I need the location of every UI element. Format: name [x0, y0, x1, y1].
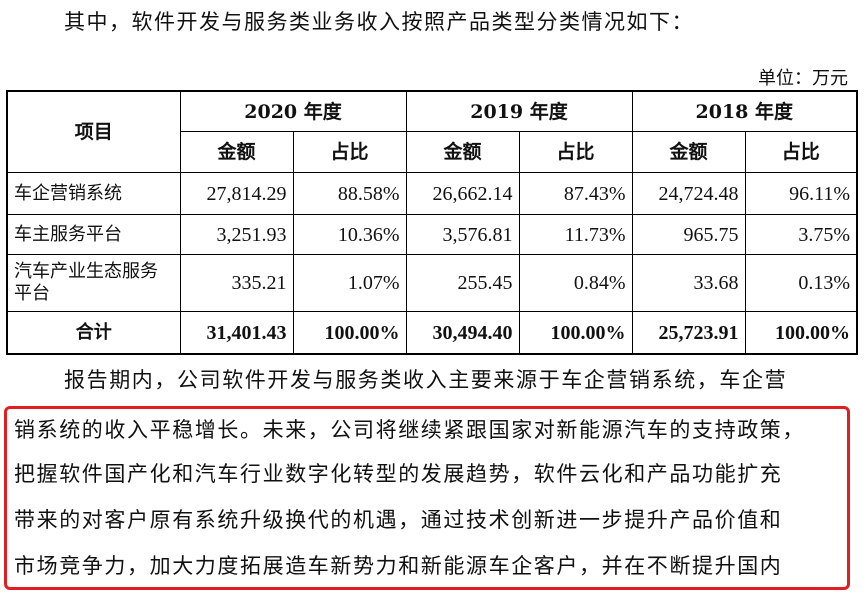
year-header: 2020 年度 [179, 90, 407, 132]
amount-cell: 255.45 [405, 254, 520, 312]
amount-cell: 26,662.14 [405, 172, 520, 215]
amount-cell: 33.68 [631, 254, 746, 312]
ratio-header: 占比 [744, 131, 858, 173]
amount-header: 金额 [631, 131, 746, 173]
ratio-header: 占比 [292, 131, 407, 173]
amount-cell: 965.75 [631, 214, 746, 255]
item-header: 项目 [6, 90, 181, 173]
paragraph-line: 市场竞争力，加大力度拓展造车新势力和新能源车企客户，并在不断提升国内 [14, 554, 783, 578]
ratio-cell: 1.07% [292, 254, 407, 312]
ratio-cell: 100.00% [292, 311, 407, 355]
unit-label: 单位：万元 [758, 68, 848, 89]
ratio-cell: 88.58% [292, 172, 407, 215]
row-label: 车主服务平台 [6, 214, 181, 255]
paragraph-line: 把握软件国产化和汽车行业数字化转型的发展趋势，软件云化和产品功能扩充 [14, 462, 783, 486]
ratio-cell: 0.84% [518, 254, 633, 312]
year-header: 2018 年度 [631, 90, 858, 132]
table-row: 车企营销系统 27,814.29 88.58% 26,662.14 87.43%… [6, 172, 858, 215]
amount-header: 金额 [179, 131, 294, 173]
ratio-cell: 11.73% [518, 214, 633, 255]
intro-text: 其中，软件开发与服务类业务收入按照产品类型分类情况如下： [64, 10, 694, 34]
revenue-table: 项目 2020 年度 2019 年度 2018 年度 金额 占比 金额 占比 金… [6, 90, 858, 355]
amount-cell: 3,251.93 [179, 214, 294, 255]
total-row: 合计 31,401.43 100.00% 30,494.40 100.00% 2… [6, 311, 858, 355]
ratio-cell: 0.13% [744, 254, 858, 312]
ratio-cell: 10.36% [292, 214, 407, 255]
year-header: 2019 年度 [405, 90, 633, 132]
paragraph-line: 带来的对客户原有系统升级换代的机遇，通过技术创新进一步提升产品价值和 [14, 508, 783, 532]
row-label: 车企营销系统 [6, 172, 181, 215]
ratio-cell: 96.11% [744, 172, 858, 215]
ratio-cell: 100.00% [518, 311, 633, 355]
ratio-cell: 100.00% [744, 311, 858, 355]
paragraph-line: 报告期内，公司软件开发与服务类收入主要来源于车企营销系统，车企营 [64, 368, 788, 392]
amount-cell: 3,576.81 [405, 214, 520, 255]
amount-cell: 25,723.91 [631, 311, 746, 355]
amount-cell: 24,724.48 [631, 172, 746, 215]
paragraph-line: 销系统的收入平稳增长。未来，公司将继续紧跟国家对新能源汽车的支持政策， [14, 418, 805, 442]
ratio-cell: 87.43% [518, 172, 633, 215]
amount-cell: 335.21 [179, 254, 294, 312]
total-label: 合计 [6, 311, 181, 355]
amount-cell: 27,814.29 [179, 172, 294, 215]
amount-header: 金额 [405, 131, 520, 173]
table-row: 车主服务平台 3,251.93 10.36% 3,576.81 11.73% 9… [6, 214, 858, 255]
ratio-cell: 3.75% [744, 214, 858, 255]
amount-cell: 31,401.43 [179, 311, 294, 355]
highlight-box [4, 406, 850, 590]
amount-cell: 30,494.40 [405, 311, 520, 355]
table-row: 汽车产业生态服务平台 335.21 1.07% 255.45 0.84% 33.… [6, 254, 858, 312]
ratio-header: 占比 [518, 131, 633, 173]
row-label: 汽车产业生态服务平台 [6, 254, 181, 312]
